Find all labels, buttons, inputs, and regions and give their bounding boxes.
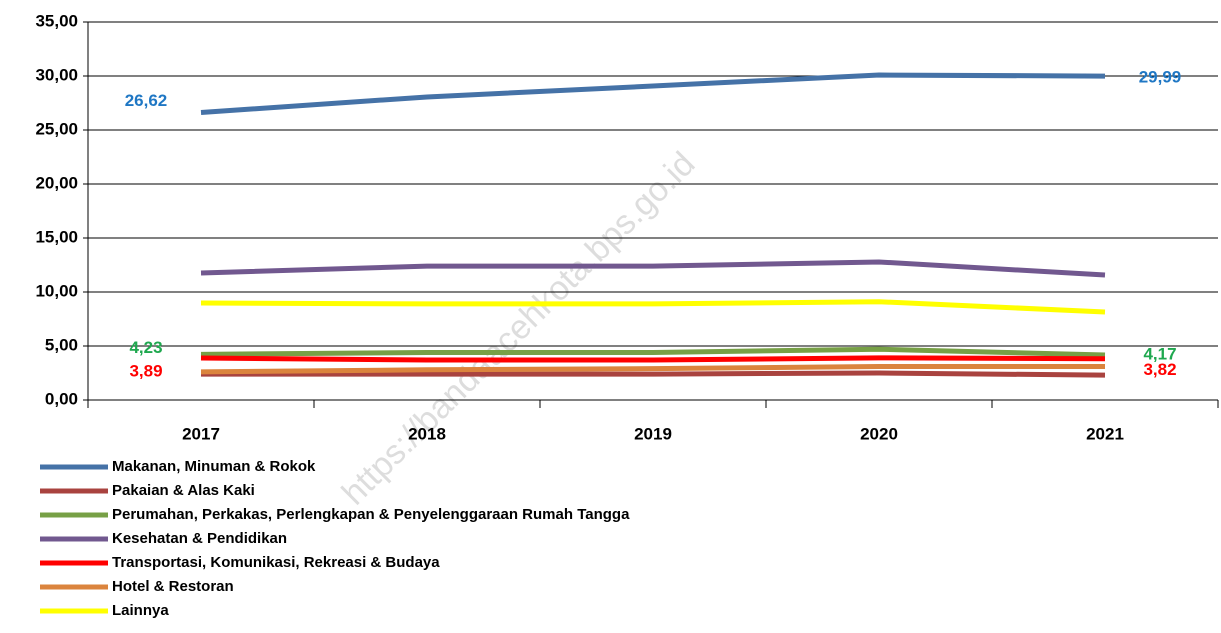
data-label: 4,23 xyxy=(129,338,162,357)
y-tick-label: 0,00 xyxy=(45,389,78,408)
x-tick-label: 2017 xyxy=(182,424,220,443)
series-line xyxy=(200,259,1106,278)
series-line xyxy=(201,370,1106,378)
legend-label: Lainnya xyxy=(112,602,169,619)
data-label: 26,62 xyxy=(125,91,168,110)
x-tick-label: 2020 xyxy=(860,424,898,443)
x-tick-label: 2019 xyxy=(634,424,672,443)
y-tick-label: 30,00 xyxy=(35,65,78,84)
legend-label: Kesehatan & Pendidikan xyxy=(112,530,287,547)
data-label: 3,82 xyxy=(1143,360,1176,379)
data-label: 29,99 xyxy=(1139,68,1182,87)
legend-label: Pakaian & Alas Kaki xyxy=(112,482,255,499)
series-line xyxy=(200,299,1106,315)
legend-label: Perumahan, Perkakas, Perlengkapan & Peny… xyxy=(112,506,630,523)
x-tick-label: 2018 xyxy=(408,424,446,443)
y-tick-label: 35,00 xyxy=(35,11,78,30)
y-tick-label: 5,00 xyxy=(45,335,78,354)
legend-label: Makanan, Minuman & Rokok xyxy=(112,458,316,475)
series-line xyxy=(200,355,1106,363)
legend-label: Transportasi, Komunikasi, Rekreasi & Bud… xyxy=(112,554,440,571)
series-line xyxy=(200,364,1105,375)
data-label: 4,17 xyxy=(1143,344,1176,363)
series-line xyxy=(200,72,1106,115)
y-tick-label: 25,00 xyxy=(35,119,78,138)
series-line xyxy=(200,346,1106,358)
x-tick-label: 2021 xyxy=(1086,424,1124,443)
y-tick-label: 10,00 xyxy=(35,281,78,300)
y-tick-label: 20,00 xyxy=(35,173,78,192)
data-label: 3,89 xyxy=(129,361,162,380)
watermark: https://bandaacehkota.bps.go.id xyxy=(335,145,703,513)
y-tick-label: 15,00 xyxy=(35,227,78,246)
legend-label: Hotel & Restoran xyxy=(112,578,234,595)
